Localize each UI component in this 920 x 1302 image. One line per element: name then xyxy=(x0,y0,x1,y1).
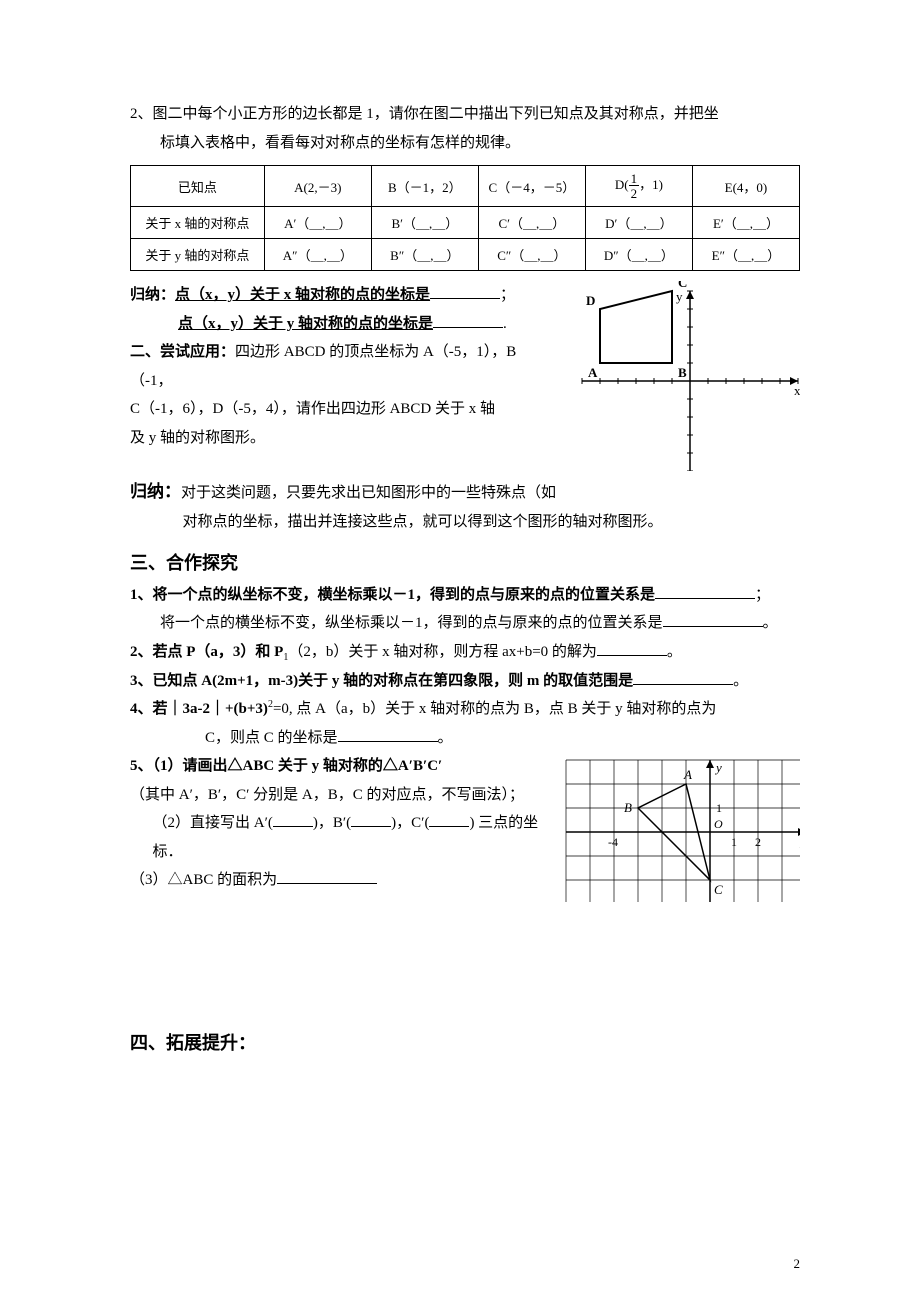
svg-text:1: 1 xyxy=(731,835,737,849)
cell: C′（＿,＿） xyxy=(478,207,585,239)
cell: C（－4，－5） xyxy=(478,166,585,207)
q2-line1: 2、图二中每个小正方形的边长都是 1，请你在图二中描出下列已知点及其对称点，并把… xyxy=(130,100,800,129)
svg-text:y: y xyxy=(676,289,683,304)
cell: 已知点 xyxy=(131,166,265,207)
cell: D′（＿,＿） xyxy=(585,207,692,239)
table-row: 关于 y 轴的对称点 A″（＿,＿） B″（＿,＿） C″（＿,＿） D″（＿,… xyxy=(131,239,800,271)
page-number: 2 xyxy=(794,1256,801,1272)
table-row: 关于 x 轴的对称点 A′（＿,＿） B′（＿,＿） C′（＿,＿） D′（＿,… xyxy=(131,207,800,239)
svg-text:C: C xyxy=(714,882,723,897)
svg-text:x: x xyxy=(799,836,800,851)
cell: 关于 x 轴的对称点 xyxy=(131,207,265,239)
sec2-line2: C（-1，6），D（-5，4），请作出四边形 ABCD 关于 x 轴 xyxy=(130,395,558,424)
summary-line1: 归纳：点（x，y）关于 x 轴对称的点的坐标是； xyxy=(130,281,558,310)
svg-text:D: D xyxy=(586,293,595,308)
cell: A″（＿,＿） xyxy=(264,239,371,271)
svg-text:-4: -4 xyxy=(608,835,618,849)
svg-text:A: A xyxy=(683,767,692,782)
figure-triangle-plane: xyO12-41ABC xyxy=(560,752,800,907)
cell: B（－1，2） xyxy=(371,166,478,207)
sec3-p2: 2、若点 P（a，3）和 P1（2，b）关于 x 轴对称，则方程 ax+b=0 … xyxy=(130,638,800,667)
sec3-p5c: （2）直接写出 A′()，B′()，C′() 三点的坐标． xyxy=(130,809,548,866)
svg-text:y: y xyxy=(714,760,722,775)
svg-text:O: O xyxy=(714,817,723,831)
cell: E″（＿,＿） xyxy=(692,239,799,271)
sec3-p1a: 1、将一个点的纵坐标不变，横坐标乘以－1，得到的点与原来的点的位置关系是； xyxy=(130,581,800,610)
cell: D″（＿,＿） xyxy=(585,239,692,271)
svg-text:2: 2 xyxy=(755,835,761,849)
sec2-line1: 二、尝试应用：四边形 ABCD 的顶点坐标为 A（-5，1），B（-1， xyxy=(130,338,558,395)
summary-line2: 点（x，y）关于 y 轴对称的点的坐标是. xyxy=(130,310,558,339)
svg-text:A: A xyxy=(588,365,598,380)
q2-line2: 标填入表格中，看看每对对称点的坐标有怎样的规律。 xyxy=(130,129,800,158)
sec3-p4c: C，则点 C 的坐标是。 xyxy=(130,724,800,753)
svg-text:B: B xyxy=(678,365,687,380)
cell: A(2,－3) xyxy=(264,166,371,207)
svg-text:x: x xyxy=(794,383,800,398)
sec3-heading: 三、合作探究 xyxy=(130,549,800,575)
sec2-line3: 及 y 轴的对称图形。 xyxy=(130,424,558,453)
sec3-p5b: （其中 A′，B′，C′ 分别是 A，B，C 的对应点，不写画法）； xyxy=(130,781,548,810)
sec2-summary1: 归纳：对于这类问题，只要先求出已知图形中的一些特殊点（如 xyxy=(130,476,800,508)
svg-text:1: 1 xyxy=(716,801,722,815)
figure-abcd-plane: x y A B C D xyxy=(570,281,800,476)
cell: E(4，0) xyxy=(692,166,799,207)
sec3-p4a: 4、若｜3a-2｜+(b+3)2=0, 点 A（a，b）关于 x 轴对称的点为 … xyxy=(130,695,800,724)
cell-D: D(12，1) xyxy=(585,166,692,207)
sec3-p5d: （3）△ABC 的面积为 xyxy=(130,866,548,895)
cell: E′（＿,＿） xyxy=(692,207,799,239)
sec3-p5a: 5、（1）请画出△ABC 关于 y 轴对称的△A′B′C′ xyxy=(130,752,548,781)
cell: B″（＿,＿） xyxy=(371,239,478,271)
sec2-summary2: 对称点的坐标，描出并连接这些点，就可以得到这个图形的轴对称图形。 xyxy=(130,508,800,537)
table-row: 已知点 A(2,－3) B（－1，2） C（－4，－5） D(12，1) E(4… xyxy=(131,166,800,207)
cell: C″（＿,＿） xyxy=(478,239,585,271)
svg-text:B: B xyxy=(624,800,632,815)
symmetry-table: 已知点 A(2,－3) B（－1，2） C（－4，－5） D(12，1) E(4… xyxy=(130,165,800,271)
cell: 关于 y 轴的对称点 xyxy=(131,239,265,271)
cell: B′（＿,＿） xyxy=(371,207,478,239)
sec3-p3: 3、已知点 A(2m+1，m-3)关于 y 轴的对称点在第四象限，则 m 的取值… xyxy=(130,667,800,696)
sec4-heading: 四、拓展提升： xyxy=(130,1029,800,1055)
sec3-p1b: 将一个点的横坐标不变，纵坐标乘以－1，得到的点与原来的点的位置关系是。 xyxy=(130,609,800,638)
svg-text:C: C xyxy=(678,281,687,290)
cell: A′（＿,＿） xyxy=(264,207,371,239)
